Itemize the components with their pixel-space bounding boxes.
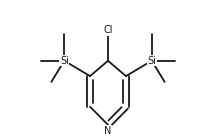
Text: Cl: Cl: [103, 25, 113, 35]
Text: Si: Si: [147, 56, 156, 66]
Text: Si: Si: [60, 56, 69, 66]
Text: N: N: [104, 126, 112, 136]
